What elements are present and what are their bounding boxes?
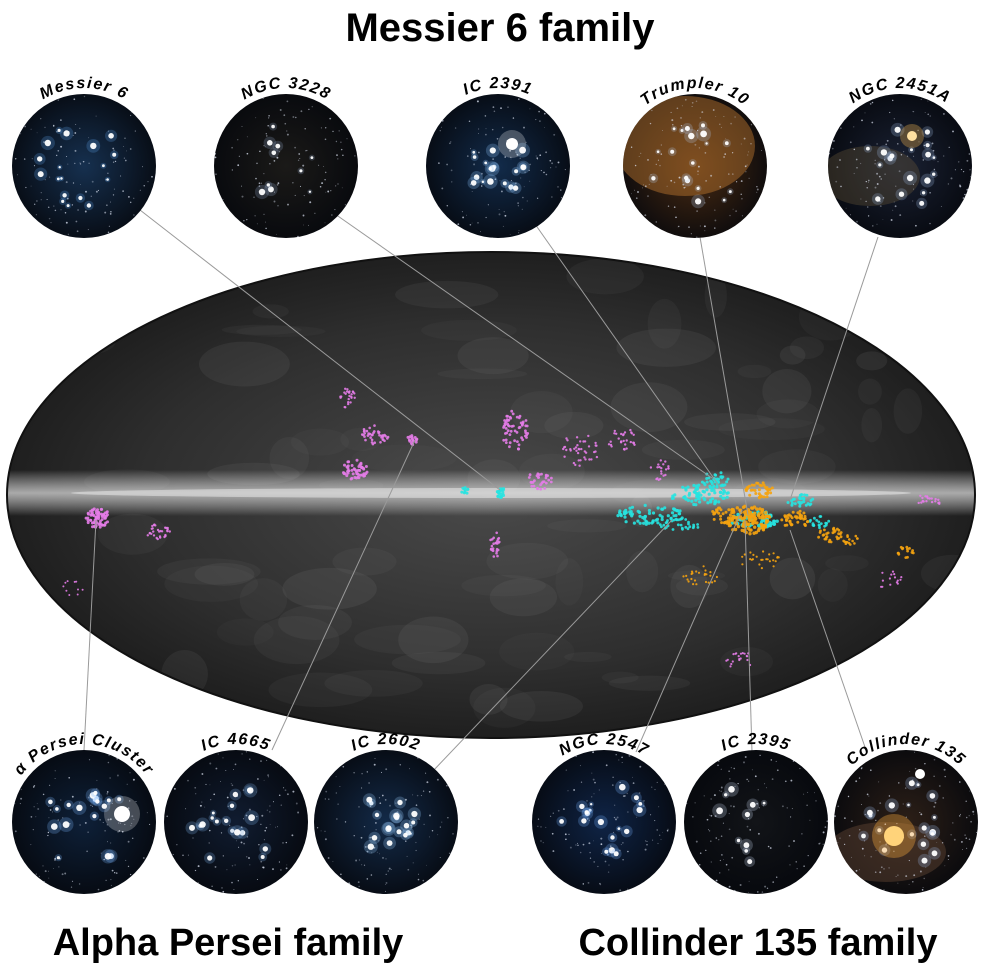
trumpler-10-thumbnail: Trumpler 10 bbox=[623, 75, 767, 238]
alpha-persei-cluster-thumbnail-disc bbox=[12, 750, 156, 894]
ic-2602-thumbnail-disc bbox=[314, 750, 458, 894]
cluster-thumbnails: Messier 6 NGC 3228 IC 2391 Trumpler 10 NGC 2… bbox=[11, 75, 978, 894]
trumpler-10-thumbnail-disc bbox=[623, 94, 767, 238]
ic-2391-thumbnail: IC 2391 bbox=[426, 75, 570, 238]
messier-6-thumbnail-disc bbox=[12, 94, 156, 238]
ic-2395-thumbnail-disc bbox=[684, 750, 828, 894]
messier-6-family-title: Messier 6 family bbox=[345, 6, 655, 50]
alpha-persei-family-title: Alpha Persei family bbox=[52, 922, 404, 964]
ic-4665-connector-line bbox=[271, 439, 416, 751]
ic-2391-thumbnail-disc bbox=[426, 94, 570, 238]
alpha-persei-cluster-connector-line bbox=[83, 519, 97, 751]
ngc-2451a-thumbnail: NGC 2451A bbox=[828, 75, 972, 238]
ic-4665-label: IC 4665 bbox=[199, 731, 273, 755]
ic-2395-label: IC 2395 bbox=[719, 731, 793, 755]
messier-6-connector-line bbox=[139, 209, 501, 491]
collinder-135-family-title: Collinder 135 family bbox=[578, 922, 938, 964]
ngc-2451a-thumbnail-disc bbox=[828, 94, 972, 238]
ic-2602-connector-line bbox=[431, 519, 673, 773]
alpha-persei-cluster-thumbnail: α Persei Cluster bbox=[11, 731, 156, 894]
ic-2395-connector-line bbox=[744, 519, 753, 753]
ngc-2547-connector-line bbox=[635, 509, 743, 753]
messier-6-thumbnail: Messier 6 bbox=[12, 75, 156, 238]
ic-4665-thumbnail-disc bbox=[164, 750, 308, 894]
ic-2391-label: IC 2391 bbox=[461, 75, 535, 99]
collinder-135-connector-line bbox=[789, 529, 867, 751]
ngc-2547-thumbnail: NGC 2547 bbox=[532, 731, 676, 894]
ic-2391-connector-line bbox=[534, 223, 723, 491]
ngc-3228-connector-line bbox=[334, 213, 713, 479]
ic-2395-thumbnail: IC 2395 bbox=[684, 731, 828, 894]
ngc-3228-thumbnail: NGC 3228 bbox=[214, 75, 358, 238]
ngc-2451a-connector-line bbox=[789, 236, 879, 501]
ic-2602-label: IC 2602 bbox=[349, 731, 423, 755]
cluster-member-points bbox=[62, 387, 941, 668]
trumpler-10-connector-line bbox=[699, 236, 749, 516]
connector-lines bbox=[83, 209, 879, 773]
ngc-3228-thumbnail-disc bbox=[214, 94, 358, 238]
collinder-135-thumbnail: Collinder 135 bbox=[834, 731, 978, 894]
ic-2602-thumbnail: IC 2602 bbox=[314, 731, 458, 894]
all-sky-map bbox=[6, 251, 976, 739]
ic-4665-thumbnail: IC 4665 bbox=[164, 731, 308, 894]
